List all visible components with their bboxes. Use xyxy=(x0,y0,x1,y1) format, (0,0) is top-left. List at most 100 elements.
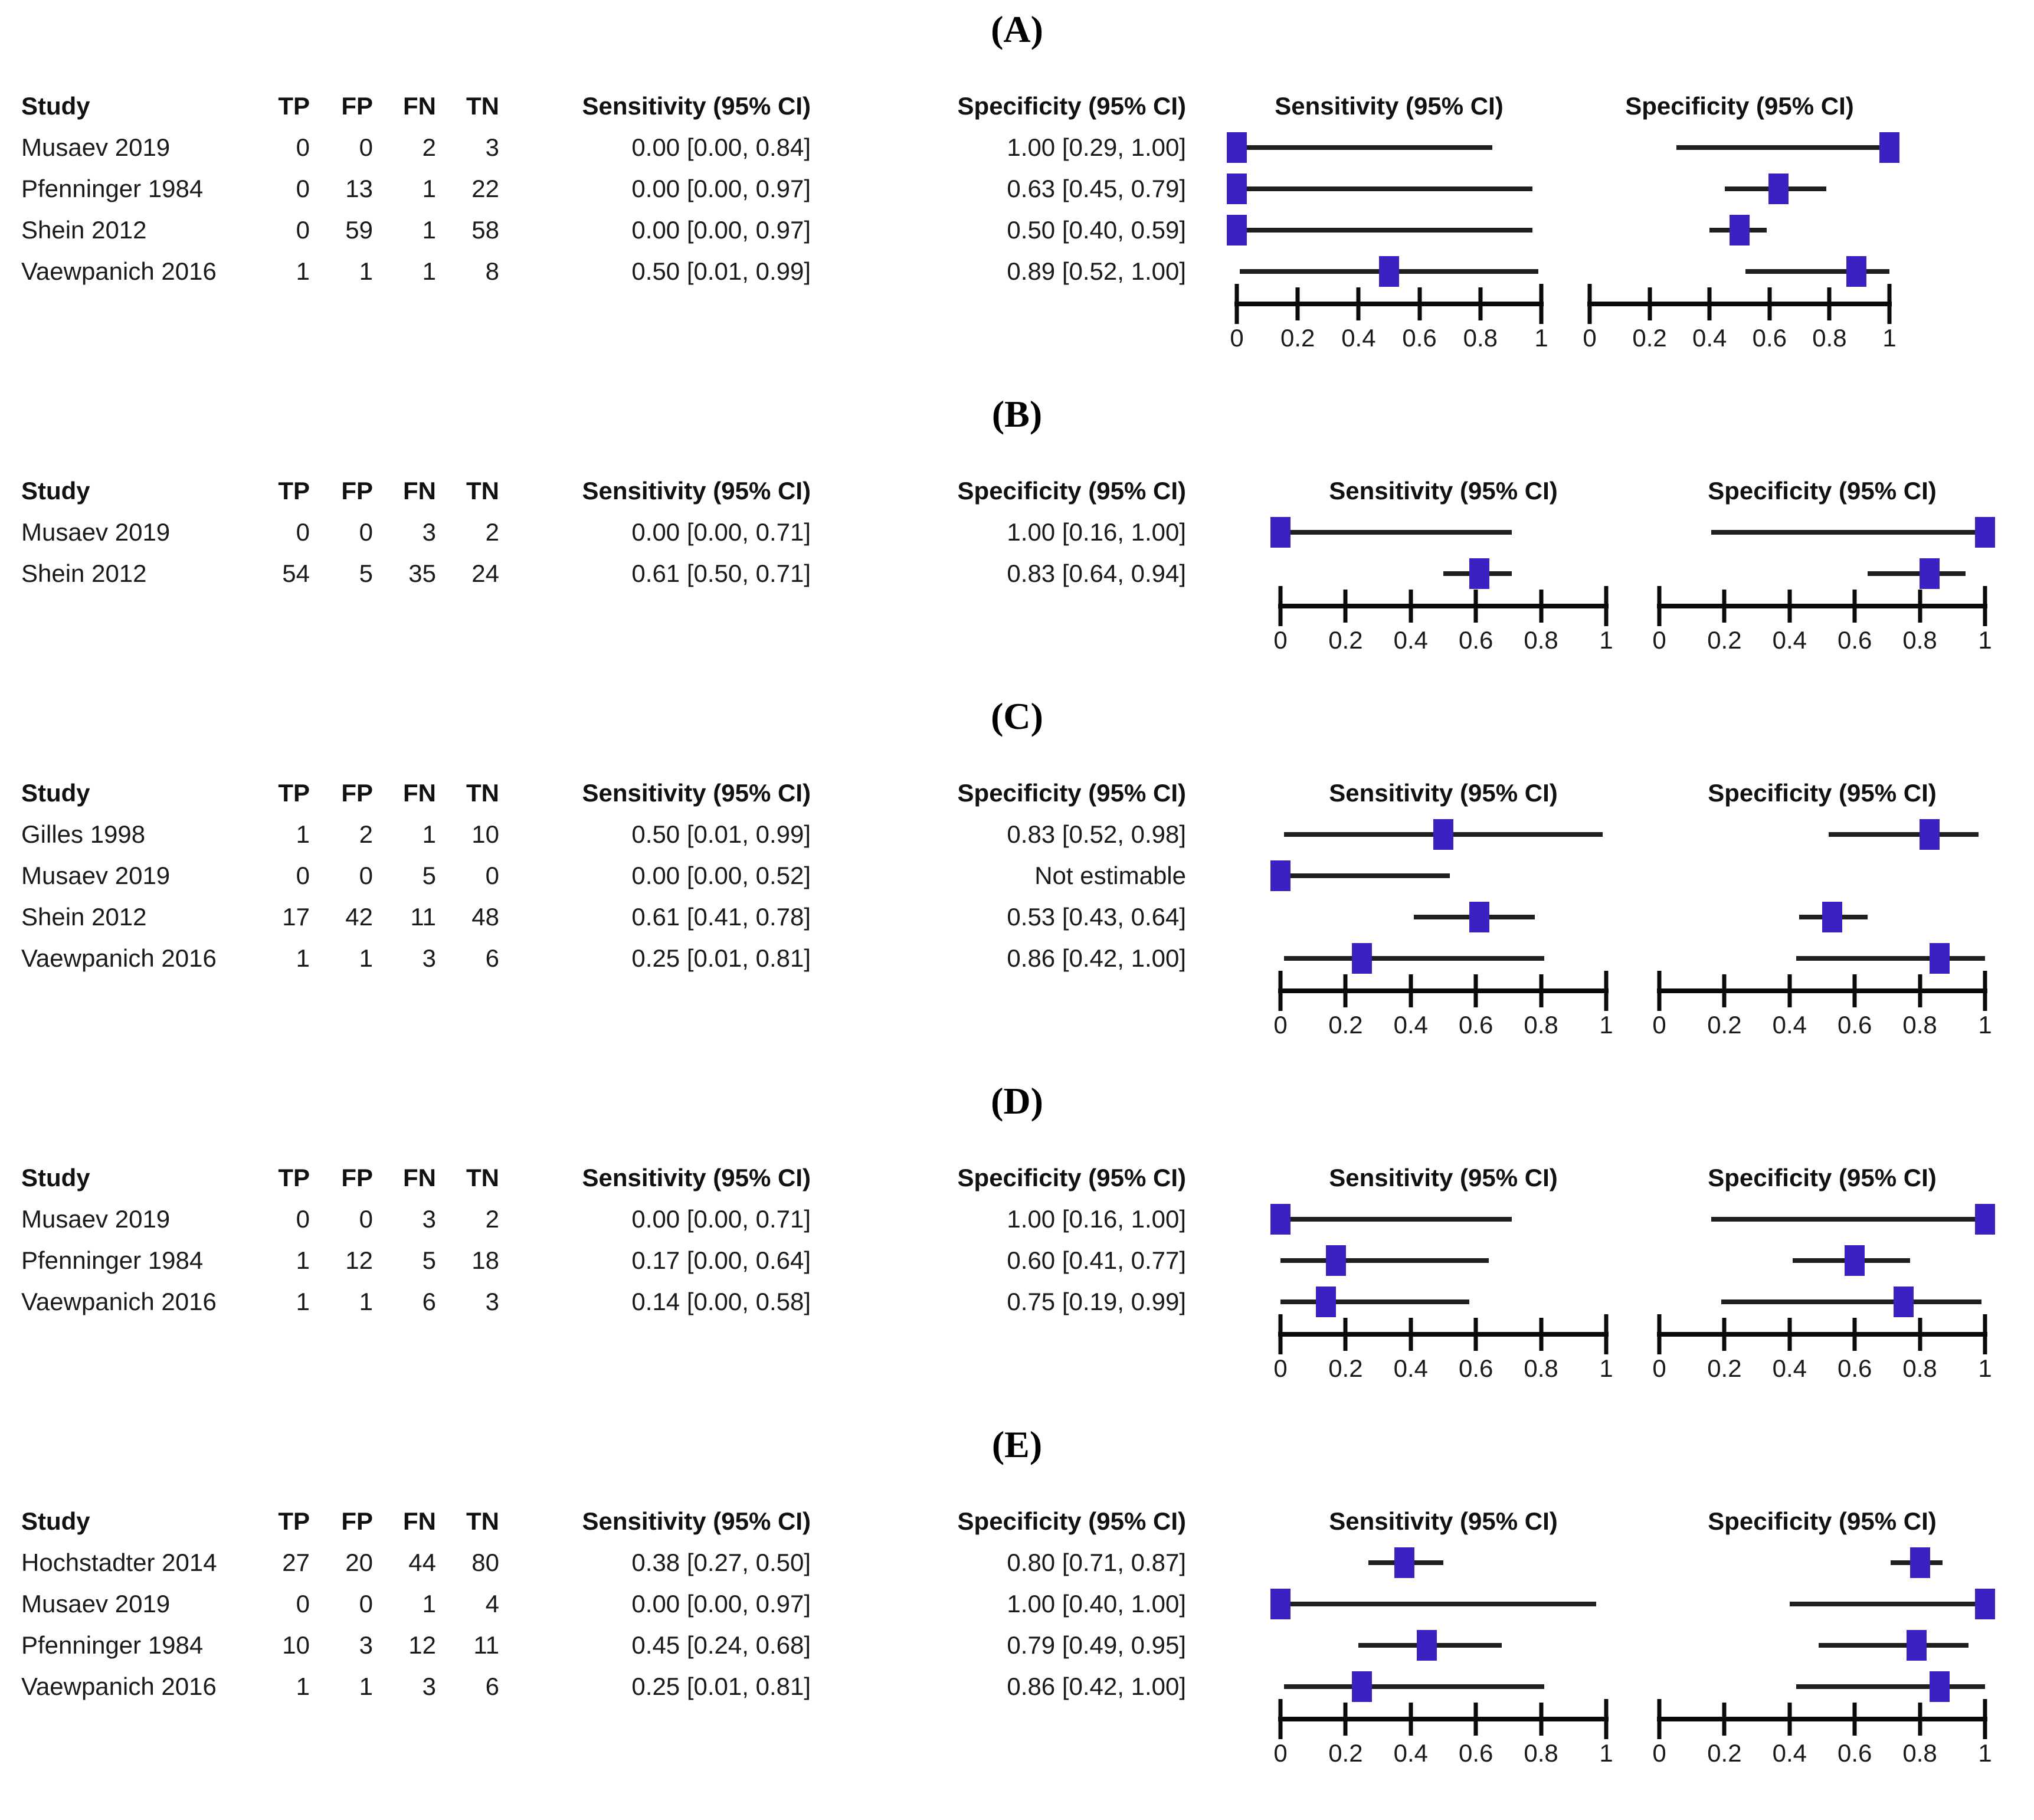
tn-cell: 11 xyxy=(473,1631,499,1659)
axis-tick-label: 1 xyxy=(1978,1011,1992,1039)
panel-b: (B) Study TP FP FN TN Sensitivity (95% CI) Spec… xyxy=(0,385,2034,656)
study-cell: Vaewpanich 2016 xyxy=(21,944,217,972)
axis-tick xyxy=(1722,590,1727,623)
axis-tick xyxy=(1918,974,1922,1007)
x-axis: 0 0.2 0.4 0.6 0.8 1 xyxy=(1273,1314,1613,1384)
ci-line xyxy=(1796,956,1985,961)
fp-cell: 1 xyxy=(359,1672,373,1700)
plot-span xyxy=(1659,1625,1985,1666)
axis-tick xyxy=(1278,971,1283,1011)
fp-cell: 0 xyxy=(359,862,373,889)
axis-tick-label: 0.8 xyxy=(1524,626,1558,654)
axis-tick-label: 0.2 xyxy=(1328,1354,1363,1382)
table-row: Shein 2012 54 5 35 24 0.61 [0.50, 0.71] 0.83 [… xyxy=(0,553,2034,594)
x-axis: 0 0.2 0.4 0.6 0.8 1 xyxy=(1652,971,1992,1041)
tp-cell: 1 xyxy=(296,1672,310,1700)
sensitivity-ci-cell: 0.50 [0.01, 0.99] xyxy=(631,257,811,285)
col-header-study: Study xyxy=(21,1164,90,1191)
fn-cell: 3 xyxy=(422,944,436,972)
ci-line xyxy=(1237,145,1493,150)
x-axis-line xyxy=(1278,1717,1609,1721)
sensitivity-plot-column-header: Sensitivity (95% CI) xyxy=(1186,1157,1656,1199)
sensitivity-forest-cell xyxy=(1186,1583,1656,1625)
specificity-axis-cell: 0 0.2 0.4 0.6 0.8 1 xyxy=(1652,586,2034,656)
ci-line xyxy=(1745,269,1889,274)
plot-span xyxy=(1237,251,1541,292)
axis-tick-label: 0.2 xyxy=(1707,1011,1742,1039)
ci-line xyxy=(1280,1299,1470,1304)
sensitivity-ci-cell: 0.00 [0.00, 0.97] xyxy=(631,216,811,244)
sensitivity-plot-header: Sensitivity (95% CI) xyxy=(1329,1507,1558,1535)
specificity-ci-cell: 1.00 [0.16, 1.00] xyxy=(1007,1205,1186,1233)
axis-tick-label: 1 xyxy=(1599,1011,1613,1039)
point-estimate-marker xyxy=(1909,1547,1930,1578)
axis-tick xyxy=(1409,974,1413,1007)
col-header-fn: FN xyxy=(403,1164,436,1191)
specificity-ci-cell: 0.53 [0.43, 0.64] xyxy=(1007,903,1186,931)
table-header-row: Study TP FP FN TN Sensitivity (95% CI) Specifi… xyxy=(0,1501,2034,1542)
ci-line xyxy=(1868,571,1966,576)
axis-tick-label: 0 xyxy=(1652,1739,1666,1767)
axis-tick xyxy=(1852,1318,1857,1351)
sensitivity-forest-cell xyxy=(1186,855,1656,896)
axis-tick-label: 0.4 xyxy=(1341,324,1376,352)
tn-cell: 3 xyxy=(485,133,499,161)
fn-cell: 3 xyxy=(422,1205,436,1233)
specificity-ci-cell: 0.83 [0.52, 0.98] xyxy=(1007,820,1186,848)
point-estimate-marker xyxy=(1920,819,1940,850)
axis-tick xyxy=(1473,1703,1478,1736)
axis-tick xyxy=(1539,974,1544,1007)
specificity-ci-cell: 0.50 [0.40, 0.59] xyxy=(1007,216,1186,244)
ci-line xyxy=(1280,1602,1597,1606)
x-axis: 0 0.2 0.4 0.6 0.8 1 xyxy=(1652,586,1992,656)
axis-tick xyxy=(1409,590,1413,623)
tn-cell: 24 xyxy=(471,559,499,587)
plot-span xyxy=(1280,1625,1606,1666)
axis-tick-label: 0.8 xyxy=(1524,1354,1558,1382)
table-row: Shein 2012 17 42 11 48 0.61 [0.41, 0.78] 0.53 … xyxy=(0,896,2034,938)
fp-cell: 13 xyxy=(345,175,373,202)
axis-tick xyxy=(1409,1318,1413,1351)
axis-tick-label: 0 xyxy=(1273,1739,1288,1767)
specificity-ci-cell: 0.79 [0.49, 0.95] xyxy=(1007,1631,1186,1659)
x-axis-line xyxy=(1234,302,1544,306)
tn-cell: 22 xyxy=(471,175,499,202)
col-header-fp: FP xyxy=(341,477,373,505)
specificity-forest-cell xyxy=(1586,127,2034,168)
table-row: Vaewpanich 2016 1 1 1 8 0.50 [0.01, 0.99] 0.89… xyxy=(0,251,2034,292)
point-estimate-marker xyxy=(1894,1287,1914,1317)
axis-tick xyxy=(1278,1314,1283,1354)
point-estimate-marker xyxy=(1433,819,1453,850)
axis-tick xyxy=(1539,1703,1544,1736)
table-header-row: Study TP FP FN TN Sensitivity (95% CI) Specifi… xyxy=(0,1157,2034,1199)
x-axis: 0 0.2 0.4 0.6 0.8 1 xyxy=(1273,971,1613,1041)
axis-tick-label: 1 xyxy=(1978,1354,1992,1382)
specificity-ci-cell: 0.83 [0.64, 0.94] xyxy=(1007,559,1186,587)
axis-tick xyxy=(1827,287,1832,320)
axis-tick xyxy=(1918,1318,1922,1351)
specificity-plot-column-header: Specificity (95% CI) xyxy=(1656,1501,2034,1542)
point-estimate-marker xyxy=(1325,1245,1346,1276)
plot-span xyxy=(1659,814,1985,855)
fp-cell: 5 xyxy=(359,559,373,587)
axis-tick xyxy=(1473,1318,1478,1351)
fn-cell: 44 xyxy=(408,1549,436,1576)
fp-cell: 20 xyxy=(345,1549,373,1576)
axis-row: 0 0.2 0.4 0.6 0.8 1 0 0.2 0.4 0.6 0.8 1 xyxy=(0,586,2034,656)
col-header-fp: FP xyxy=(341,1164,373,1191)
axis-tick-label: 0.6 xyxy=(1837,1739,1872,1767)
plot-span xyxy=(1659,512,1995,553)
specificity-plot-column-header: Specificity (95% CI) xyxy=(1656,1157,2034,1199)
col-header-study: Study xyxy=(21,779,90,807)
axis-tick xyxy=(1539,1318,1544,1351)
fn-cell: 12 xyxy=(408,1631,436,1659)
plot-header-span: Sensitivity (95% CI) xyxy=(1280,772,1606,814)
col-header-tp: TP xyxy=(278,1507,310,1535)
plot-span xyxy=(1590,210,1889,251)
table-row: Vaewpanich 2016 1 1 3 6 0.25 [0.01, 0.81] 0.86… xyxy=(0,1666,2034,1707)
sensitivity-forest-cell xyxy=(1186,896,1656,938)
specificity-forest-cell xyxy=(1656,855,2034,896)
axis-tick xyxy=(1409,1703,1413,1736)
point-estimate-marker xyxy=(1822,902,1842,932)
panel-d: (D) Study TP FP FN TN Sensitivity (95% CI) Spec… xyxy=(0,1072,2034,1384)
